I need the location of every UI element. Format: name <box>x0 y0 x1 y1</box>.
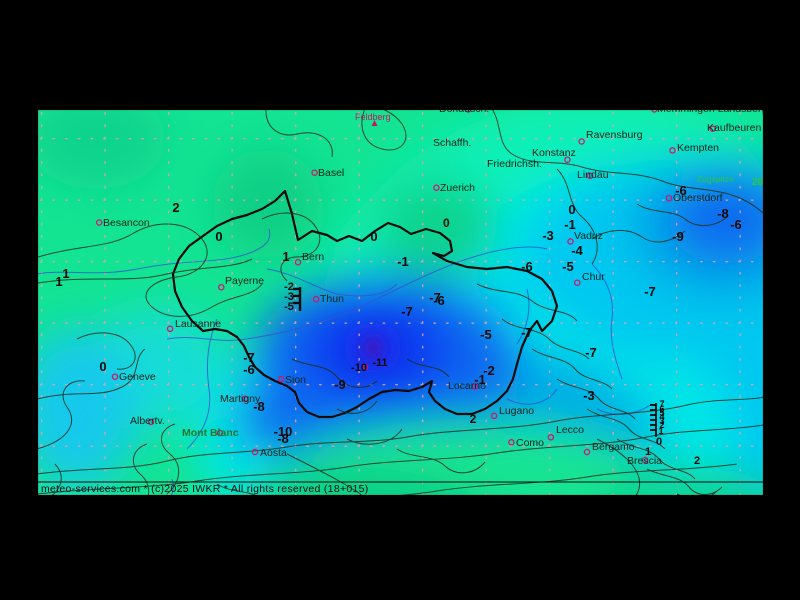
svg-text:-6: -6 <box>730 217 742 232</box>
svg-text:Zuerich: Zuerich <box>440 182 475 194</box>
svg-text:-11: -11 <box>372 357 387 369</box>
svg-text:Konstanz: Konstanz <box>532 147 576 159</box>
svg-text:-5: -5 <box>284 301 294 313</box>
svg-text:Lecco: Lecco <box>556 424 584 436</box>
svg-text:Chur: Chur <box>582 271 605 283</box>
svg-text:20: 20 <box>752 177 764 188</box>
svg-text:2: 2 <box>172 200 179 215</box>
svg-text:Mont Blanc: Mont Blanc <box>182 427 239 439</box>
svg-text:-4: -4 <box>571 243 583 258</box>
svg-text:-3: -3 <box>542 228 554 243</box>
svg-text:Friedrichsh.: Friedrichsh. <box>487 158 542 170</box>
svg-text:0: 0 <box>370 229 377 244</box>
svg-text:Besancon: Besancon <box>103 217 150 229</box>
svg-text:Thun: Thun <box>320 293 344 305</box>
svg-text:-3: -3 <box>583 388 595 403</box>
svg-text:Vaduz: Vaduz <box>574 230 603 242</box>
svg-text:Kempten: Kempten <box>677 142 719 154</box>
svg-text:-8: -8 <box>717 206 729 221</box>
svg-text:-7: -7 <box>585 345 597 360</box>
svg-text:-8: -8 <box>277 431 289 446</box>
svg-text:Lugano: Lugano <box>499 405 534 417</box>
svg-text:Basel: Basel <box>318 167 344 179</box>
svg-text:Bergamo: Bergamo <box>592 441 635 453</box>
svg-text:0: 0 <box>215 229 222 244</box>
svg-text:1: 1 <box>282 249 289 264</box>
svg-text:Lausanne: Lausanne <box>175 318 221 330</box>
svg-text:2: 2 <box>694 455 700 467</box>
svg-text:1: 1 <box>658 426 663 436</box>
svg-text:Kaufbeuren: Kaufbeuren <box>707 122 761 134</box>
svg-text:1: 1 <box>55 274 62 289</box>
svg-text:Feldberg: Feldberg <box>355 112 391 122</box>
svg-text:1: 1 <box>645 446 651 458</box>
svg-text:-6: -6 <box>433 293 445 308</box>
svg-text:-8: -8 <box>253 399 265 414</box>
svg-text:Aosta: Aosta <box>260 447 287 459</box>
svg-text:0: 0 <box>99 359 106 374</box>
svg-text:-7: -7 <box>521 325 533 340</box>
svg-text:Payerne: Payerne <box>225 275 264 287</box>
svg-text:-1: -1 <box>397 254 409 269</box>
svg-text:meteo-services.com * (c)2025: meteo-services.com * (c)2025 IWKR * All … <box>41 483 369 495</box>
svg-text:-7: -7 <box>644 284 656 299</box>
svg-text:-5: -5 <box>562 259 574 274</box>
svg-text:-6: -6 <box>675 183 687 198</box>
svg-text:Lindau: Lindau <box>577 169 609 181</box>
svg-text:-6: -6 <box>243 362 255 377</box>
svg-text:-1: -1 <box>474 372 486 387</box>
svg-text:0: 0 <box>443 216 450 230</box>
svg-text:Zugspitze: Zugspitze <box>697 174 734 184</box>
svg-text:Ravensburg: Ravensburg <box>586 129 643 141</box>
svg-text:-9: -9 <box>334 377 346 392</box>
svg-text:-9: -9 <box>672 229 684 244</box>
svg-text:0: 0 <box>568 202 575 217</box>
svg-text:-6: -6 <box>521 259 533 274</box>
svg-text:2: 2 <box>470 412 477 426</box>
svg-text:Bern: Bern <box>302 251 324 263</box>
svg-text:Schaffh.: Schaffh. <box>433 137 471 149</box>
svg-text:Geneve: Geneve <box>119 371 156 383</box>
svg-text:Albertv.: Albertv. <box>130 415 165 427</box>
svg-text:0: 0 <box>656 436 662 448</box>
svg-text:-7: -7 <box>401 304 413 319</box>
svg-text:1: 1 <box>62 266 69 281</box>
svg-text:Sion: Sion <box>285 374 306 386</box>
svg-text:-10: -10 <box>351 362 367 374</box>
svg-text:-1: -1 <box>564 217 576 232</box>
svg-text:-5: -5 <box>480 327 492 342</box>
svg-text:Como: Como <box>516 437 544 449</box>
